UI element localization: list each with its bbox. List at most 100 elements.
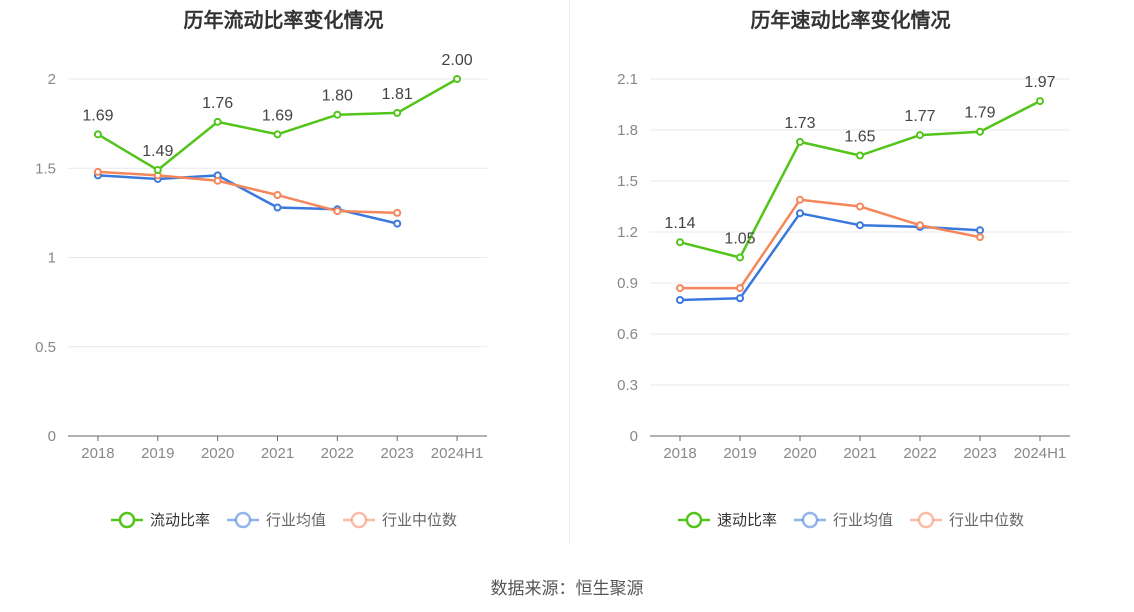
legend-label: 行业中位数 — [949, 512, 1025, 529]
data-point — [976, 233, 984, 242]
legend-line-icon — [226, 511, 259, 528]
legend-label: 行业均值 — [832, 512, 893, 529]
data-label: 2.00 — [442, 52, 473, 69]
legend-item[interactable]: 速动比率 — [677, 509, 777, 530]
data-point — [976, 127, 984, 136]
legend-item[interactable]: 流动比率 — [110, 509, 210, 530]
data-point — [93, 167, 102, 176]
data-point — [976, 226, 984, 235]
legend-line-icon — [343, 511, 375, 528]
data-point — [736, 253, 744, 262]
data-label: 1.97 — [1024, 74, 1055, 91]
y-tick-label: 1 — [48, 250, 56, 267]
legend-label: 行业均值 — [265, 512, 326, 529]
data-label: 1.05 — [724, 231, 755, 248]
legend-item[interactable]: 行业均值 — [793, 509, 893, 530]
y-tick-label: 0 — [48, 428, 56, 445]
data-label: 1.79 — [964, 105, 995, 122]
y-tick-label: 2.1 — [617, 71, 638, 88]
series-0 — [676, 97, 1044, 262]
data-label: 1.80 — [322, 88, 353, 105]
x-tick-label: 2020 — [201, 445, 234, 462]
x-tick-label: 2024H1 — [431, 445, 484, 462]
data-source: 数据来源：恒生聚源 — [490, 579, 644, 598]
legend-label: 行业中位数 — [382, 512, 458, 529]
quick-ratio-chart: 历年速动比率变化情况 0 0.3 0.6 0.9 1.2 1.5 1.8 2.1 2018 201… — [567, 0, 1134, 550]
chart-title: 历年流动比率变化情况 — [183, 10, 384, 32]
data-point — [213, 176, 222, 185]
data-label: 1.73 — [784, 115, 815, 132]
y-tick-label: 0.6 — [617, 326, 638, 343]
series-line — [680, 198, 981, 290]
data-point — [796, 195, 804, 204]
legend-label: 速动比率 — [716, 512, 777, 529]
legend-line-icon — [793, 511, 826, 528]
data-point — [333, 110, 342, 119]
data-point — [393, 208, 402, 217]
y-tick-label: 1.8 — [617, 122, 638, 139]
x-tick-label: 2023 — [381, 445, 414, 462]
data-point — [676, 238, 684, 247]
y-tick-label: 0.3 — [617, 377, 638, 394]
data-point — [273, 203, 282, 212]
data-point — [1036, 97, 1044, 106]
x-tick-label: 2021 — [843, 445, 876, 462]
legend-item[interactable]: 行业均值 — [226, 509, 326, 530]
data-label: 1.77 — [904, 108, 935, 125]
x-tick-label: 2023 — [963, 445, 996, 462]
data-label: 1.69 — [262, 107, 293, 124]
y-tick-label: 1.5 — [617, 173, 638, 190]
chart-title: 历年速动比率变化情况 — [750, 10, 951, 32]
data-label: 1.49 — [142, 143, 173, 160]
panel-divider — [569, 0, 570, 545]
series-line — [97, 170, 398, 215]
x-tick-label: 2018 — [663, 445, 696, 462]
data-label: 1.65 — [844, 129, 875, 146]
x-tick-label: 2019 — [723, 445, 756, 462]
data-label: 1.14 — [664, 215, 695, 232]
data-point — [153, 166, 162, 175]
data-point — [676, 284, 684, 293]
data-point — [796, 209, 804, 218]
data-point — [916, 131, 924, 140]
x-tick-label: 2022 — [321, 445, 354, 462]
data-point — [856, 221, 864, 230]
y-tick-label: 2 — [48, 71, 56, 88]
series-1 — [93, 171, 402, 228]
data-point — [856, 151, 864, 160]
data-point — [796, 137, 804, 146]
data-point — [736, 294, 744, 303]
quick-ratio-plot: 0 0.3 0.6 0.9 1.2 1.5 1.8 2.1 2018 2019 2020 2021 20… — [617, 71, 1070, 462]
data-point — [393, 108, 402, 117]
data-point — [453, 75, 462, 83]
data-point — [856, 202, 864, 211]
data-point — [93, 130, 102, 139]
series-0 — [93, 75, 462, 175]
data-point — [273, 191, 282, 200]
data-point — [916, 221, 924, 230]
data-point — [736, 284, 744, 293]
legend-line-icon — [677, 511, 710, 528]
series-2 — [676, 195, 984, 293]
y-tick-label: 1.2 — [617, 224, 638, 241]
data-point — [676, 296, 684, 304]
y-tick-label: 1.5 — [35, 160, 56, 177]
x-tick-label: 2021 — [261, 445, 294, 462]
legend-line-icon — [910, 511, 942, 528]
data-label: 1.76 — [202, 95, 233, 112]
series-2 — [93, 167, 402, 217]
legend-item[interactable]: 行业中位数 — [342, 509, 457, 530]
data-label: 1.81 — [382, 86, 413, 103]
x-tick-label: 2022 — [903, 445, 936, 462]
data-point — [333, 207, 342, 216]
series-line — [97, 174, 398, 225]
data-point — [273, 130, 282, 139]
y-tick-label: 0.9 — [617, 275, 638, 292]
y-tick-label: 0.5 — [35, 339, 56, 356]
data-point — [393, 219, 402, 228]
legend-line-icon — [110, 511, 143, 528]
data-label: 1.69 — [82, 107, 113, 124]
legend-item[interactable]: 行业中位数 — [909, 509, 1024, 530]
current-ratio-chart: 历年流动比率变化情况 0 0.5 1 1.5 2 2018 2019 2020 2021 2022… — [0, 0, 567, 550]
x-tick-label: 2024H1 — [1014, 445, 1067, 462]
